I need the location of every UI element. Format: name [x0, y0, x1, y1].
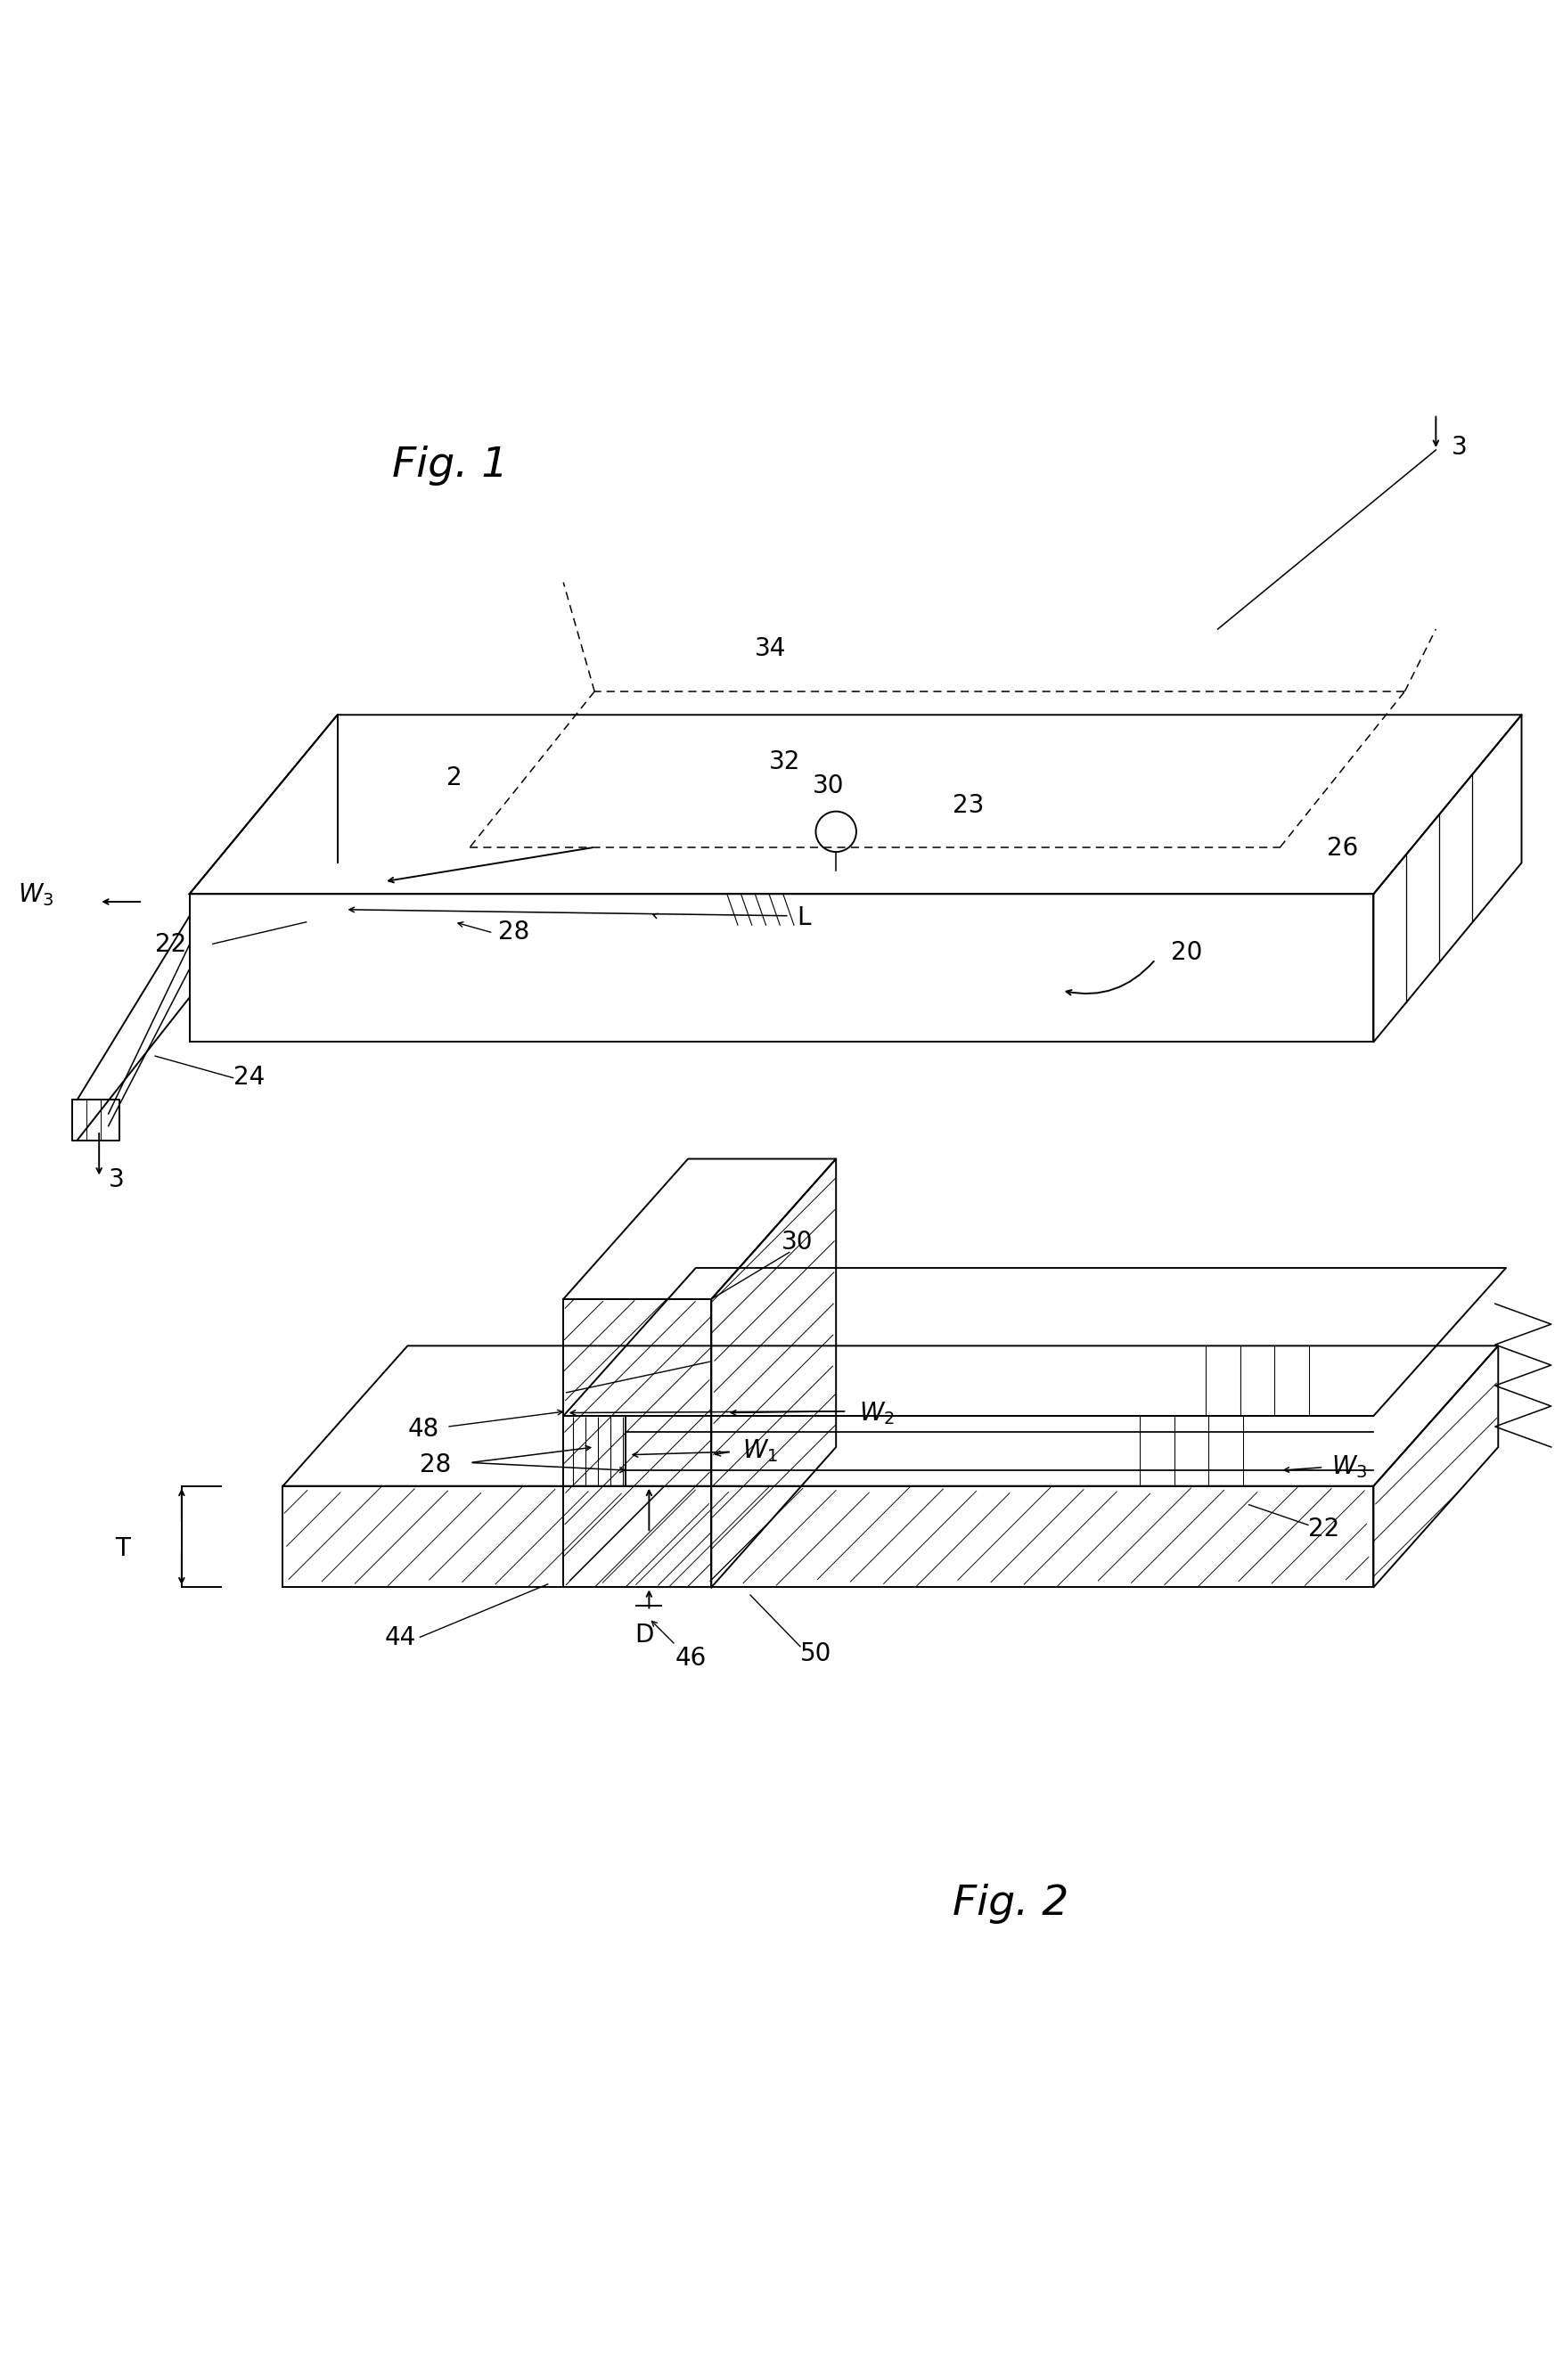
- Text: 3: 3: [1452, 436, 1468, 459]
- Text: 30: 30: [813, 774, 844, 797]
- Text: Fig. 2: Fig. 2: [953, 1883, 1069, 1923]
- Text: D: D: [635, 1623, 653, 1647]
- Text: 23: 23: [953, 793, 985, 819]
- Text: 30: 30: [782, 1230, 813, 1254]
- Text: Fig. 1: Fig. 1: [392, 445, 508, 486]
- Text: 3: 3: [108, 1166, 123, 1192]
- Polygon shape: [283, 1485, 1374, 1587]
- Text: 26: 26: [1327, 835, 1358, 862]
- Text: 2: 2: [447, 766, 463, 790]
- Text: 50: 50: [800, 1640, 832, 1666]
- Text: 28: 28: [499, 919, 530, 945]
- Text: 34: 34: [755, 635, 786, 662]
- Text: 44: 44: [384, 1626, 416, 1649]
- Text: 22: 22: [1308, 1516, 1339, 1542]
- Text: L: L: [797, 904, 811, 931]
- Polygon shape: [1374, 1345, 1499, 1587]
- Text: T: T: [114, 1535, 130, 1561]
- Text: $W_2$: $W_2$: [860, 1399, 896, 1426]
- Polygon shape: [563, 1299, 711, 1587]
- Text: $W_1$: $W_1$: [742, 1438, 778, 1464]
- Text: 28: 28: [420, 1452, 452, 1478]
- Text: 46: 46: [675, 1645, 706, 1671]
- Text: 20: 20: [1171, 940, 1202, 964]
- Text: 32: 32: [769, 750, 800, 776]
- Text: 48: 48: [408, 1416, 439, 1442]
- Text: 24: 24: [233, 1064, 264, 1090]
- Polygon shape: [711, 1159, 836, 1587]
- Text: $W_3$: $W_3$: [1332, 1454, 1368, 1480]
- Polygon shape: [563, 1416, 625, 1485]
- Text: 22: 22: [155, 933, 186, 957]
- Text: $W_3$: $W_3$: [19, 881, 55, 907]
